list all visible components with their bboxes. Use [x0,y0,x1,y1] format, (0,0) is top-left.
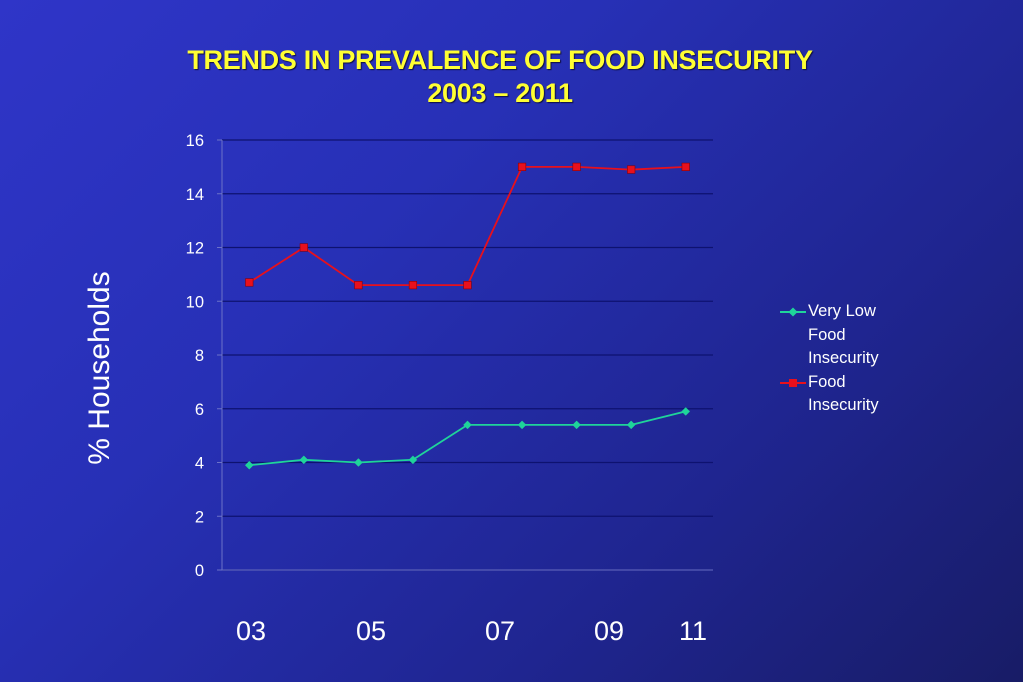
legend-swatch-very-low [780,307,806,317]
legend-label-food-insecurity: Food Insecurity [808,372,879,415]
data-point-food-insecurity [572,162,581,171]
y-tick-label: 6 [195,401,204,419]
data-point-very-low [517,420,527,430]
y-tick-label: 2 [195,508,204,526]
x-category-label: 05 [355,616,387,646]
legend-item-very-low: Very Low Food Insecurity [780,300,910,371]
legend-marker-diamond [788,307,798,317]
data-point-food-insecurity [627,165,636,174]
data-point-very-low [681,407,691,416]
series-line-food-insecurity [248,165,686,287]
y-tick-label: 14 [186,186,204,204]
y-tick-label: 12 [186,240,204,258]
x-category-label: 07 [484,616,516,646]
data-point-food-insecurity [299,243,308,252]
data-point-very-low [244,460,254,470]
data-point-very-low [408,455,418,465]
x-category-label: 11 [678,616,708,646]
data-point-very-low [572,420,581,430]
legend-item-food-insecurity: Food Insecurity [780,371,910,418]
legend-swatch-food-insecurity [780,378,806,387]
data-point-food-insecurity [517,162,527,171]
data-point-food-insecurity [354,281,363,290]
x-category-label: 09 [593,616,625,646]
series-line-very-low [249,410,686,467]
legend-marker-square [789,378,797,387]
data-point-very-low [463,420,472,430]
data-point-very-low [354,458,363,467]
y-tick-label: 4 [195,455,204,473]
data-point-food-insecurity [463,281,472,290]
y-tick-label: 16 [186,132,204,150]
y-tick-label: 0 [195,562,204,580]
legend-label-very-low: Very Low Food Insecurity [808,302,879,367]
y-tick-label: 8 [195,347,204,365]
chart-title-line1: TRENDS IN PREVALENCE OF FOOD INSECURITY [187,45,813,75]
data-point-food-insecurity [681,162,690,171]
data-point-very-low [626,420,636,430]
chart-title-line2: 2003 – 2011 [427,78,573,108]
y-tick-label: 10 [186,293,204,311]
chart-legend: Very Low Food Insecurity Food Insecurity [780,300,910,418]
data-point-food-insecurity [408,281,418,290]
chart-title: TRENDS IN PREVALENCE OF FOOD INSECURITY … [0,44,1000,110]
x-category-label: 03 [235,616,267,646]
data-point-very-low [299,455,309,465]
data-point-food-insecurity [245,278,254,287]
